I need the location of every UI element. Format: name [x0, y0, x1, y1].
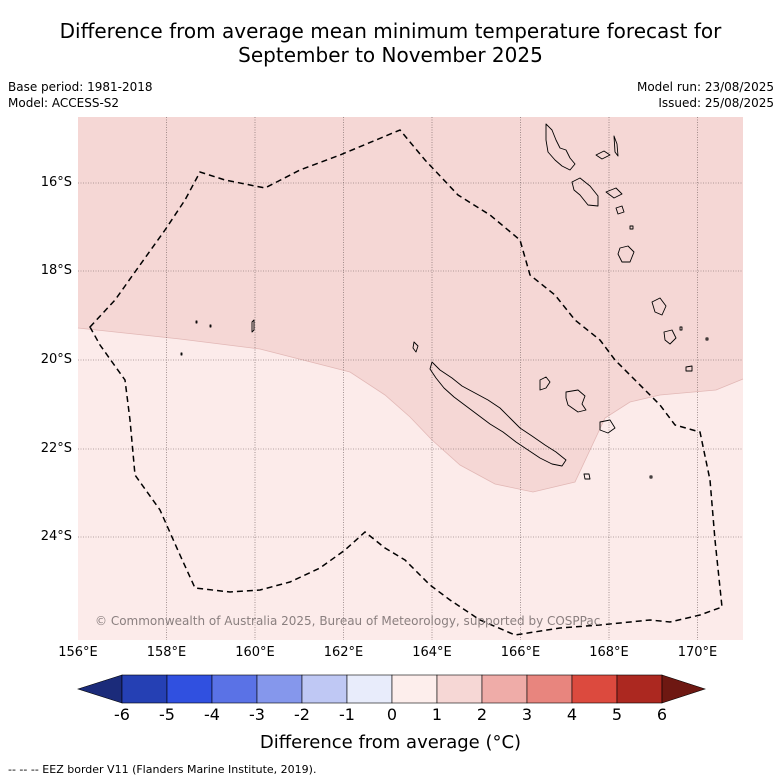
base-period: Base period: 1981-2018 [8, 80, 153, 94]
colorbar-tick-neg4: -4 [204, 705, 220, 724]
chesterfield-islet [251, 319, 255, 333]
colorbar-bin-neg2-neg1 [301, 674, 348, 704]
model-name: Model: ACCESS-S2 [8, 96, 120, 110]
model-run: Model run: 23/08/2025 [636, 80, 774, 94]
lon-label-156e: 156°E [58, 645, 98, 660]
chart-title: Difference from average mean minimum tem… [0, 19, 781, 67]
new-caledonia-main-island [429, 361, 567, 467]
meta-left: Base period: 1981-2018 Model: ACCESS-S2 [8, 79, 153, 111]
colorbar-tick-neg6: -6 [114, 705, 130, 724]
colorbar-bin-neg1-0 [346, 674, 393, 704]
lon-label-160e: 160°E [235, 645, 275, 660]
colorbar-bin-neg4-neg3 [211, 674, 258, 704]
lon-label-164e: 164°E [412, 645, 452, 660]
lon-label-168e: 168°E [589, 645, 629, 660]
torres-banks [629, 225, 634, 230]
lat-label-22s: 22°S [40, 441, 72, 456]
reef-islet-a [195, 320, 198, 324]
colorbar-tick-neg3: -3 [249, 705, 265, 724]
lon-label-162e: 162°E [323, 645, 364, 660]
colorbar-tick-0: 0 [386, 705, 398, 724]
lat-label-20s: 20°S [40, 352, 72, 367]
colorbar-bin-4-5 [571, 674, 618, 704]
colorbar-bin-5-6 [616, 674, 663, 704]
colorbar-tick-5: 5 [611, 705, 623, 724]
malekula [571, 177, 599, 207]
colorbar-tick-2: 2 [476, 705, 488, 724]
colorbar-bin-1-2 [436, 674, 483, 704]
aniwa-islet [705, 337, 709, 341]
epi-shepherds [615, 205, 625, 215]
reef-islet-c [180, 352, 183, 356]
espiritu-santo [545, 123, 576, 171]
aneityum [685, 365, 693, 372]
efate [617, 245, 635, 263]
eez-legend: -- -- -- EEZ border V11 (Flanders Marine… [8, 763, 317, 776]
lon-label-170e: 170°E [677, 645, 718, 660]
colorbar-bin-2-3 [481, 674, 528, 704]
colorbar-bin-neg5-neg4 [166, 674, 213, 704]
colorbar-extend-high [661, 674, 706, 704]
matthew-islet [649, 475, 653, 479]
colorbar-bin-neg6-neg5 [121, 674, 168, 704]
colorbar-bin-0-1 [391, 674, 438, 704]
colorbar-tick-neg2: -2 [294, 705, 310, 724]
anomaly-band-1-2 [78, 117, 743, 492]
colorbar-tick-6: 6 [656, 705, 668, 724]
colorbar-tick-neg1: -1 [339, 705, 355, 724]
colorbar-tick-1: 1 [431, 705, 443, 724]
erromango [651, 297, 667, 316]
colorbar-tick-neg5: -5 [159, 705, 175, 724]
lat-label-16s: 16°S [40, 175, 72, 190]
colorbar-bin-neg3-neg2 [256, 674, 303, 704]
colorbar [77, 674, 706, 704]
tanna [663, 329, 677, 345]
ouvea-island [539, 376, 551, 391]
lat-label-24s: 24°S [40, 529, 72, 544]
coastlines [180, 123, 709, 480]
lon-label-166e: 166°E [500, 645, 541, 660]
meta-right: Model run: 23/08/2025 Issued: 25/08/2025 [637, 79, 774, 111]
colorbar-bin-3-4 [526, 674, 573, 704]
eez-border [89, 129, 723, 636]
reef-islet-b [209, 324, 212, 328]
copyright-notice: © Commonwealth of Australia 2025, Bureau… [95, 614, 601, 628]
futuna-islet [679, 326, 683, 331]
ambrym [605, 187, 623, 199]
title-line-2: September to November 2025 [238, 43, 543, 67]
colorbar-extend-low [77, 674, 123, 704]
issued-date: Issued: 25/08/2025 [658, 96, 774, 110]
title-line-1: Difference from average mean minimum tem… [59, 19, 722, 43]
maewo-pentecost [613, 135, 619, 157]
graticule [78, 117, 743, 640]
colorbar-title: Difference from average (°C) [259, 732, 522, 753]
mare-island [599, 419, 616, 434]
lat-label-18s: 18°S [40, 263, 72, 278]
ambae [595, 150, 611, 160]
band-boundary [77, 327, 744, 493]
colorbar-tick-4: 4 [566, 705, 578, 724]
lon-label-158e: 158°E [146, 645, 187, 660]
isle-of-pines [583, 473, 591, 480]
belep-islands [412, 341, 419, 353]
lifou-island [565, 389, 587, 413]
colorbar-tick-3: 3 [521, 705, 533, 724]
